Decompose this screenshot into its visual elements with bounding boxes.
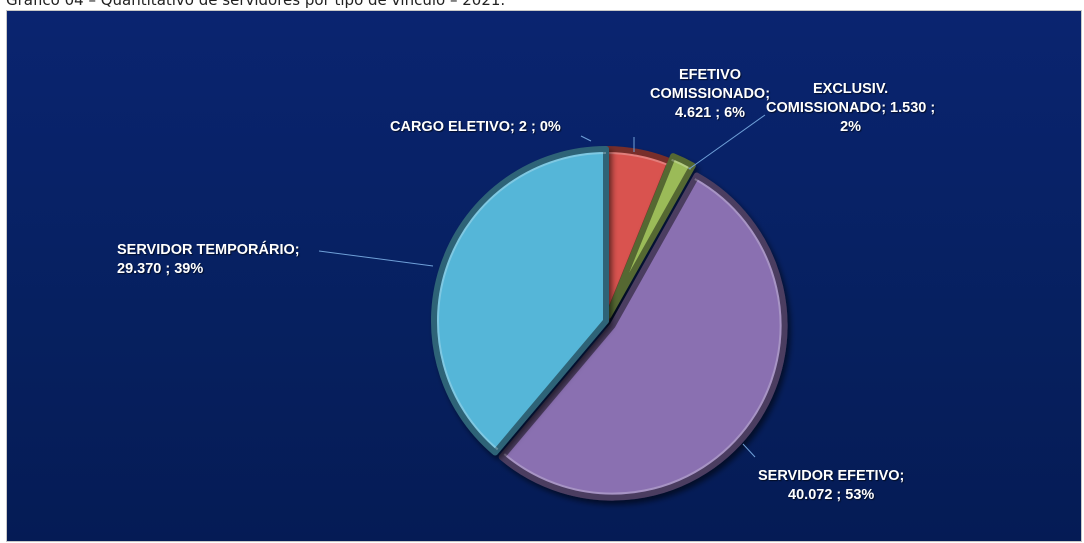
- data-label-exclusiv-comissionado: EXCLUSIV. COMISSIONADO; 1.530 ; 2%: [766, 80, 935, 137]
- label-line: 4.621 ; 6%: [674, 105, 746, 121]
- label-line: EXCLUSIV.: [812, 81, 889, 97]
- label-line: SERVIDOR EFETIVO;: [758, 468, 905, 484]
- slice-highlight: [503, 178, 782, 495]
- label-line: EFETIVO: [678, 67, 742, 83]
- leader-line-exclusiv: [688, 114, 766, 170]
- data-label-servidor-efetivo: SERVIDOR EFETIVO; 40.072 ; 53%: [758, 467, 904, 505]
- data-label-servidor-temporario: SERVIDOR TEMPORÁRIO; 29.370 ; 39%: [117, 241, 300, 279]
- pie-slices: [431, 146, 788, 501]
- data-label-cargo-eletivo: CARGO ELETIVO; 2 ; 0%: [390, 118, 561, 137]
- label-text: CARGO ELETIVO; 2 ; 0%: [390, 119, 561, 135]
- data-label-efetivo-comissionado: EFETIVO COMISSIONADO; 4.621 ; 6%: [650, 66, 770, 123]
- chart-area: CARGO ELETIVO; 2 ; 0% EFETIVO COMISSIONA…: [6, 10, 1082, 542]
- pie-chart: [318, 114, 788, 501]
- slice-highlight: [671, 158, 692, 170]
- label-line: 40.072 ; 53%: [788, 487, 875, 503]
- chart-caption: Gráfico 04 – Quantitativo de servidores …: [6, 0, 506, 9]
- leader-line-efetivo: [742, 443, 756, 458]
- label-line: SERVIDOR TEMPORÁRIO;: [117, 242, 300, 258]
- slice-highlight: [606, 152, 670, 167]
- leader-lines: [318, 114, 766, 458]
- leader-line-temporario: [318, 250, 434, 267]
- label-line: 2%: [840, 119, 862, 135]
- leader-line-cargo: [580, 135, 592, 142]
- slice-highlight: [437, 152, 607, 451]
- label-line: 29.370 ; 39%: [117, 261, 204, 277]
- pie-slice-exclusiv-comissionado: [605, 153, 696, 319]
- label-line: COMISSIONADO; 1.530 ;: [766, 100, 936, 116]
- pie-slice-servidor-efetivo: [498, 172, 788, 501]
- pie-slice-servidor-tempor-rio: [431, 146, 609, 456]
- label-line: COMISSIONADO;: [650, 86, 771, 102]
